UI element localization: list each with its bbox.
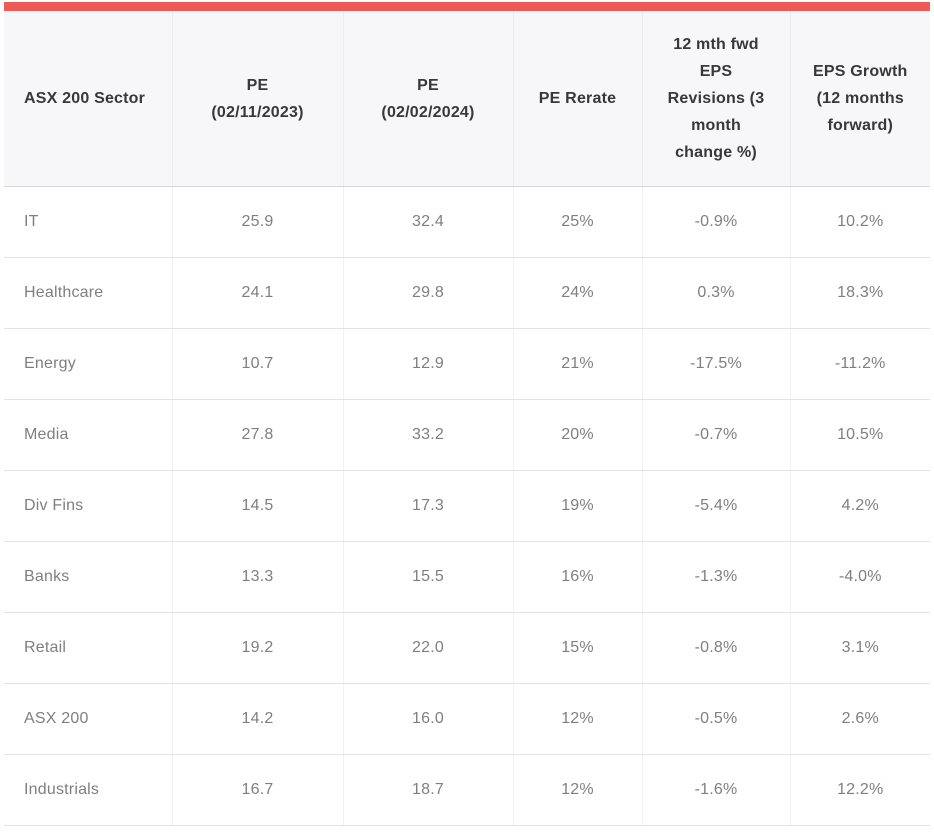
value-cell: -0.5% — [641, 683, 790, 755]
value-cell: 20% — [512, 399, 642, 471]
table-row: IT 25.9 32.4 25% -0.9% 10.2% — [4, 186, 930, 258]
table-row: Retail 19.2 22.0 15% -0.8% 3.1% — [4, 612, 930, 684]
value-cell: -0.8% — [641, 612, 790, 684]
header-cell-eps-growth: EPS Growth (12 months forward) — [789, 11, 930, 187]
sector-cell: Media — [4, 399, 172, 471]
value-cell: 12.2% — [789, 754, 930, 826]
value-cell: 12.9 — [342, 328, 513, 400]
table-row: Div Fins 14.5 17.3 19% -5.4% 4.2% — [4, 470, 930, 542]
table-row: Media 27.8 33.2 20% -0.7% 10.5% — [4, 399, 930, 471]
value-cell: -0.9% — [641, 186, 790, 258]
value-cell: 32.4 — [342, 186, 513, 258]
value-cell: 10.7 — [171, 328, 343, 400]
value-cell: 24.1 — [171, 257, 343, 329]
header-cell-eps-revisions: 12 mth fwd EPS Revisions (3 month change… — [641, 11, 790, 187]
sector-cell: Retail — [4, 612, 172, 684]
sector-cell: IT — [4, 186, 172, 258]
value-cell: 12% — [512, 683, 642, 755]
value-cell: 15.5 — [342, 541, 513, 613]
table-row: Energy 10.7 12.9 21% -17.5% -11.2% — [4, 328, 930, 400]
sector-cell: Energy — [4, 328, 172, 400]
sector-cell: Div Fins — [4, 470, 172, 542]
value-cell: 25.9 — [171, 186, 343, 258]
sector-cell: Healthcare — [4, 257, 172, 329]
asx200-pe-table: ASX 200 Sector PE (02/11/2023) PE (02/02… — [4, 11, 930, 826]
value-cell: 16.0 — [342, 683, 513, 755]
value-cell: 22.0 — [342, 612, 513, 684]
header-row: ASX 200 Sector PE (02/11/2023) PE (02/02… — [4, 11, 930, 187]
value-cell: 18.7 — [342, 754, 513, 826]
header-cell-sector: ASX 200 Sector — [4, 11, 172, 187]
value-cell: -1.6% — [641, 754, 790, 826]
value-cell: 25% — [512, 186, 642, 258]
value-cell: 10.2% — [789, 186, 930, 258]
value-cell: 3.1% — [789, 612, 930, 684]
value-cell: 4.2% — [789, 470, 930, 542]
value-cell: 2.6% — [789, 683, 930, 755]
value-cell: -17.5% — [641, 328, 790, 400]
value-cell: 24% — [512, 257, 642, 329]
value-cell: 13.3 — [171, 541, 343, 613]
header-cell-pe-rerate: PE Rerate — [512, 11, 642, 187]
value-cell: 14.5 — [171, 470, 343, 542]
value-cell: 29.8 — [342, 257, 513, 329]
value-cell: 12% — [512, 754, 642, 826]
value-cell: 27.8 — [171, 399, 343, 471]
value-cell: 19% — [512, 470, 642, 542]
header-cell-pe-2023: PE (02/11/2023) — [171, 11, 343, 187]
sector-cell: Industrials — [4, 754, 172, 826]
value-cell: 21% — [512, 328, 642, 400]
table-row: Industrials 16.7 18.7 12% -1.6% 12.2% — [4, 754, 930, 826]
value-cell: 19.2 — [171, 612, 343, 684]
value-cell: -11.2% — [789, 328, 930, 400]
value-cell: 14.2 — [171, 683, 343, 755]
header-cell-pe-2024: PE (02/02/2024) — [342, 11, 513, 187]
value-cell: 15% — [512, 612, 642, 684]
table-row: ASX 200 14.2 16.0 12% -0.5% 2.6% — [4, 683, 930, 755]
value-cell: -1.3% — [641, 541, 790, 613]
table-row: Banks 13.3 15.5 16% -1.3% -4.0% — [4, 541, 930, 613]
table-row: Healthcare 24.1 29.8 24% 0.3% 18.3% — [4, 257, 930, 329]
value-cell: -0.7% — [641, 399, 790, 471]
value-cell: 17.3 — [342, 470, 513, 542]
value-cell: 10.5% — [789, 399, 930, 471]
sector-cell: ASX 200 — [4, 683, 172, 755]
value-cell: 18.3% — [789, 257, 930, 329]
value-cell: -4.0% — [789, 541, 930, 613]
value-cell: 16% — [512, 541, 642, 613]
value-cell: 33.2 — [342, 399, 513, 471]
top-accent-bar — [4, 2, 930, 11]
value-cell: 16.7 — [171, 754, 343, 826]
sector-cell: Banks — [4, 541, 172, 613]
value-cell: -5.4% — [641, 470, 790, 542]
value-cell: 0.3% — [641, 257, 790, 329]
